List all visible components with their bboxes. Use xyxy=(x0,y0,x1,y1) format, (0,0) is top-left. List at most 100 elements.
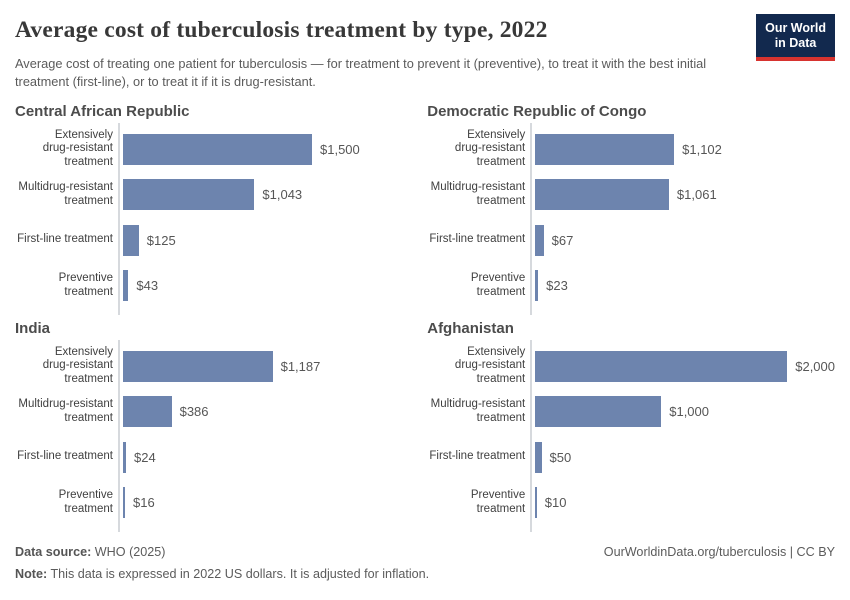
country-title: India xyxy=(15,320,51,338)
bar-row: Preventive treatment $43 xyxy=(15,263,413,309)
value-label: $386 xyxy=(179,404,209,420)
bar[interactable] xyxy=(123,179,255,211)
bar-row: Preventive treatment $23 xyxy=(427,263,835,309)
owid-logo[interactable]: Our World in Data xyxy=(756,14,835,61)
bar-row: Multidrug-resistant treatment $1,061 xyxy=(427,172,835,218)
note-value: This data is expressed in 2022 US dollar… xyxy=(47,566,430,581)
bar-row: Extensively drug-resistant treatment $1,… xyxy=(15,343,413,389)
bar[interactable] xyxy=(123,487,125,519)
bar-track: $1,102 xyxy=(535,133,835,165)
bar-row: First-line treatment $125 xyxy=(15,217,413,263)
country-panel: India Extensively drug-resistant treatme… xyxy=(15,320,413,533)
category-label: Multidrug-resistant treatment xyxy=(18,398,113,424)
value-label: $24 xyxy=(134,449,156,465)
bar[interactable] xyxy=(535,224,544,256)
bar-track: $50 xyxy=(535,441,835,473)
panel-rows: Extensively drug-resistant treatment $1,… xyxy=(15,340,413,533)
bar-track: $1,187 xyxy=(123,350,413,382)
bar[interactable] xyxy=(123,133,312,165)
bar-row: Extensively drug-resistant treatment $1,… xyxy=(15,126,413,172)
bar-row: Multidrug-resistant treatment $1,043 xyxy=(15,172,413,218)
panel-rows: Extensively drug-resistant treatment $1,… xyxy=(15,123,413,316)
value-label: $23 xyxy=(546,278,568,294)
chart-grid: Central African Republic Extensively dru… xyxy=(15,103,835,533)
value-label: $50 xyxy=(549,449,572,465)
y-axis-line xyxy=(118,340,120,533)
bar-track: $386 xyxy=(123,396,413,428)
bar[interactable] xyxy=(123,396,172,428)
bar[interactable] xyxy=(535,487,537,519)
bar-row: First-line treatment $50 xyxy=(427,434,835,480)
value-label: $43 xyxy=(136,278,159,294)
note-label: Note: xyxy=(15,566,48,581)
bar[interactable] xyxy=(123,270,129,302)
bar-row: Extensively drug-resistant treatment $1,… xyxy=(427,126,835,172)
value-label: $1,000 xyxy=(669,404,709,420)
bar[interactable] xyxy=(535,441,542,473)
bar-track: $10 xyxy=(535,487,835,519)
bar-track: $2,000 xyxy=(535,350,835,382)
note: Note: This data is expressed in 2022 US … xyxy=(15,563,429,585)
bar-track: $1,500 xyxy=(123,133,413,165)
bar[interactable] xyxy=(535,270,539,302)
bar[interactable] xyxy=(535,133,675,165)
bar-track: $67 xyxy=(535,224,835,256)
data-source: Data source: WHO (2025) xyxy=(15,541,429,563)
bar-track: $16 xyxy=(123,487,413,519)
panel-rows: Extensively drug-resistant treatment $1,… xyxy=(427,123,835,316)
category-label: Preventive treatment xyxy=(58,272,113,298)
bar-track: $1,000 xyxy=(535,396,835,428)
value-label: $10 xyxy=(544,495,567,511)
bar[interactable] xyxy=(123,224,139,256)
country-title: Democratic Republic of Congo xyxy=(427,103,647,121)
bar-track: $125 xyxy=(123,224,413,256)
y-axis-line xyxy=(530,123,533,316)
value-label: $67 xyxy=(551,232,574,248)
value-label: $1,043 xyxy=(262,187,303,203)
panel-rows: Extensively drug-resistant treatment $2,… xyxy=(427,340,835,533)
category-label: Extensively drug-resistant treatment xyxy=(42,128,113,168)
chart-title: Average cost of tuberculosis treatment b… xyxy=(15,17,548,43)
bar-track: $24 xyxy=(123,441,413,473)
bar-row: Preventive treatment $10 xyxy=(427,480,835,526)
country-panel: Democratic Republic of Congo Extensively… xyxy=(427,103,835,316)
category-label: Preventive treatment xyxy=(470,489,526,515)
chart-footer: Data source: WHO (2025) Note: This data … xyxy=(15,541,835,585)
category-label: First-line treatment xyxy=(17,450,113,463)
value-label: $2,000 xyxy=(795,358,835,374)
data-source-value: WHO (2025) xyxy=(91,544,166,559)
category-label: Multidrug-resistant treatment xyxy=(18,181,113,207)
bar[interactable] xyxy=(535,350,788,382)
category-label: First-line treatment xyxy=(429,450,526,463)
owid-logo-line2: in Data xyxy=(774,36,817,51)
bar[interactable] xyxy=(535,179,669,211)
category-label: Preventive treatment xyxy=(470,272,526,298)
citation-link[interactable]: OurWorldinData.org/tuberculosis | CC BY xyxy=(603,544,835,559)
category-label: First-line treatment xyxy=(429,233,526,246)
value-label: $1,102 xyxy=(682,141,722,157)
bar-track: $1,061 xyxy=(535,179,835,211)
value-label: $125 xyxy=(146,232,176,248)
country-panel: Central African Republic Extensively dru… xyxy=(15,103,413,316)
bar-row: First-line treatment $24 xyxy=(15,434,413,480)
value-label: $1,500 xyxy=(320,141,360,157)
data-source-label: Data source: xyxy=(15,544,92,559)
value-label: $1,187 xyxy=(280,358,321,374)
category-label: Extensively drug-resistant treatment xyxy=(454,128,526,168)
bar-row: Extensively drug-resistant treatment $2,… xyxy=(427,343,835,389)
bar[interactable] xyxy=(535,396,662,428)
bar-row: First-line treatment $67 xyxy=(427,217,835,263)
owid-logo-line1: Our World xyxy=(765,21,826,35)
bar-row: Multidrug-resistant treatment $386 xyxy=(15,389,413,435)
bar[interactable] xyxy=(123,441,126,473)
footer-left: Data source: WHO (2025) Note: This data … xyxy=(15,541,429,585)
category-label: Multidrug-resistant treatment xyxy=(430,398,526,424)
bar-row: Multidrug-resistant treatment $1,000 xyxy=(427,389,835,435)
category-label: Preventive treatment xyxy=(58,489,113,515)
bar[interactable] xyxy=(123,350,273,382)
category-label: Extensively drug-resistant treatment xyxy=(454,345,526,385)
category-label: First-line treatment xyxy=(17,233,113,246)
value-label: $1,061 xyxy=(676,187,717,203)
bar-row: Preventive treatment $16 xyxy=(15,480,413,526)
